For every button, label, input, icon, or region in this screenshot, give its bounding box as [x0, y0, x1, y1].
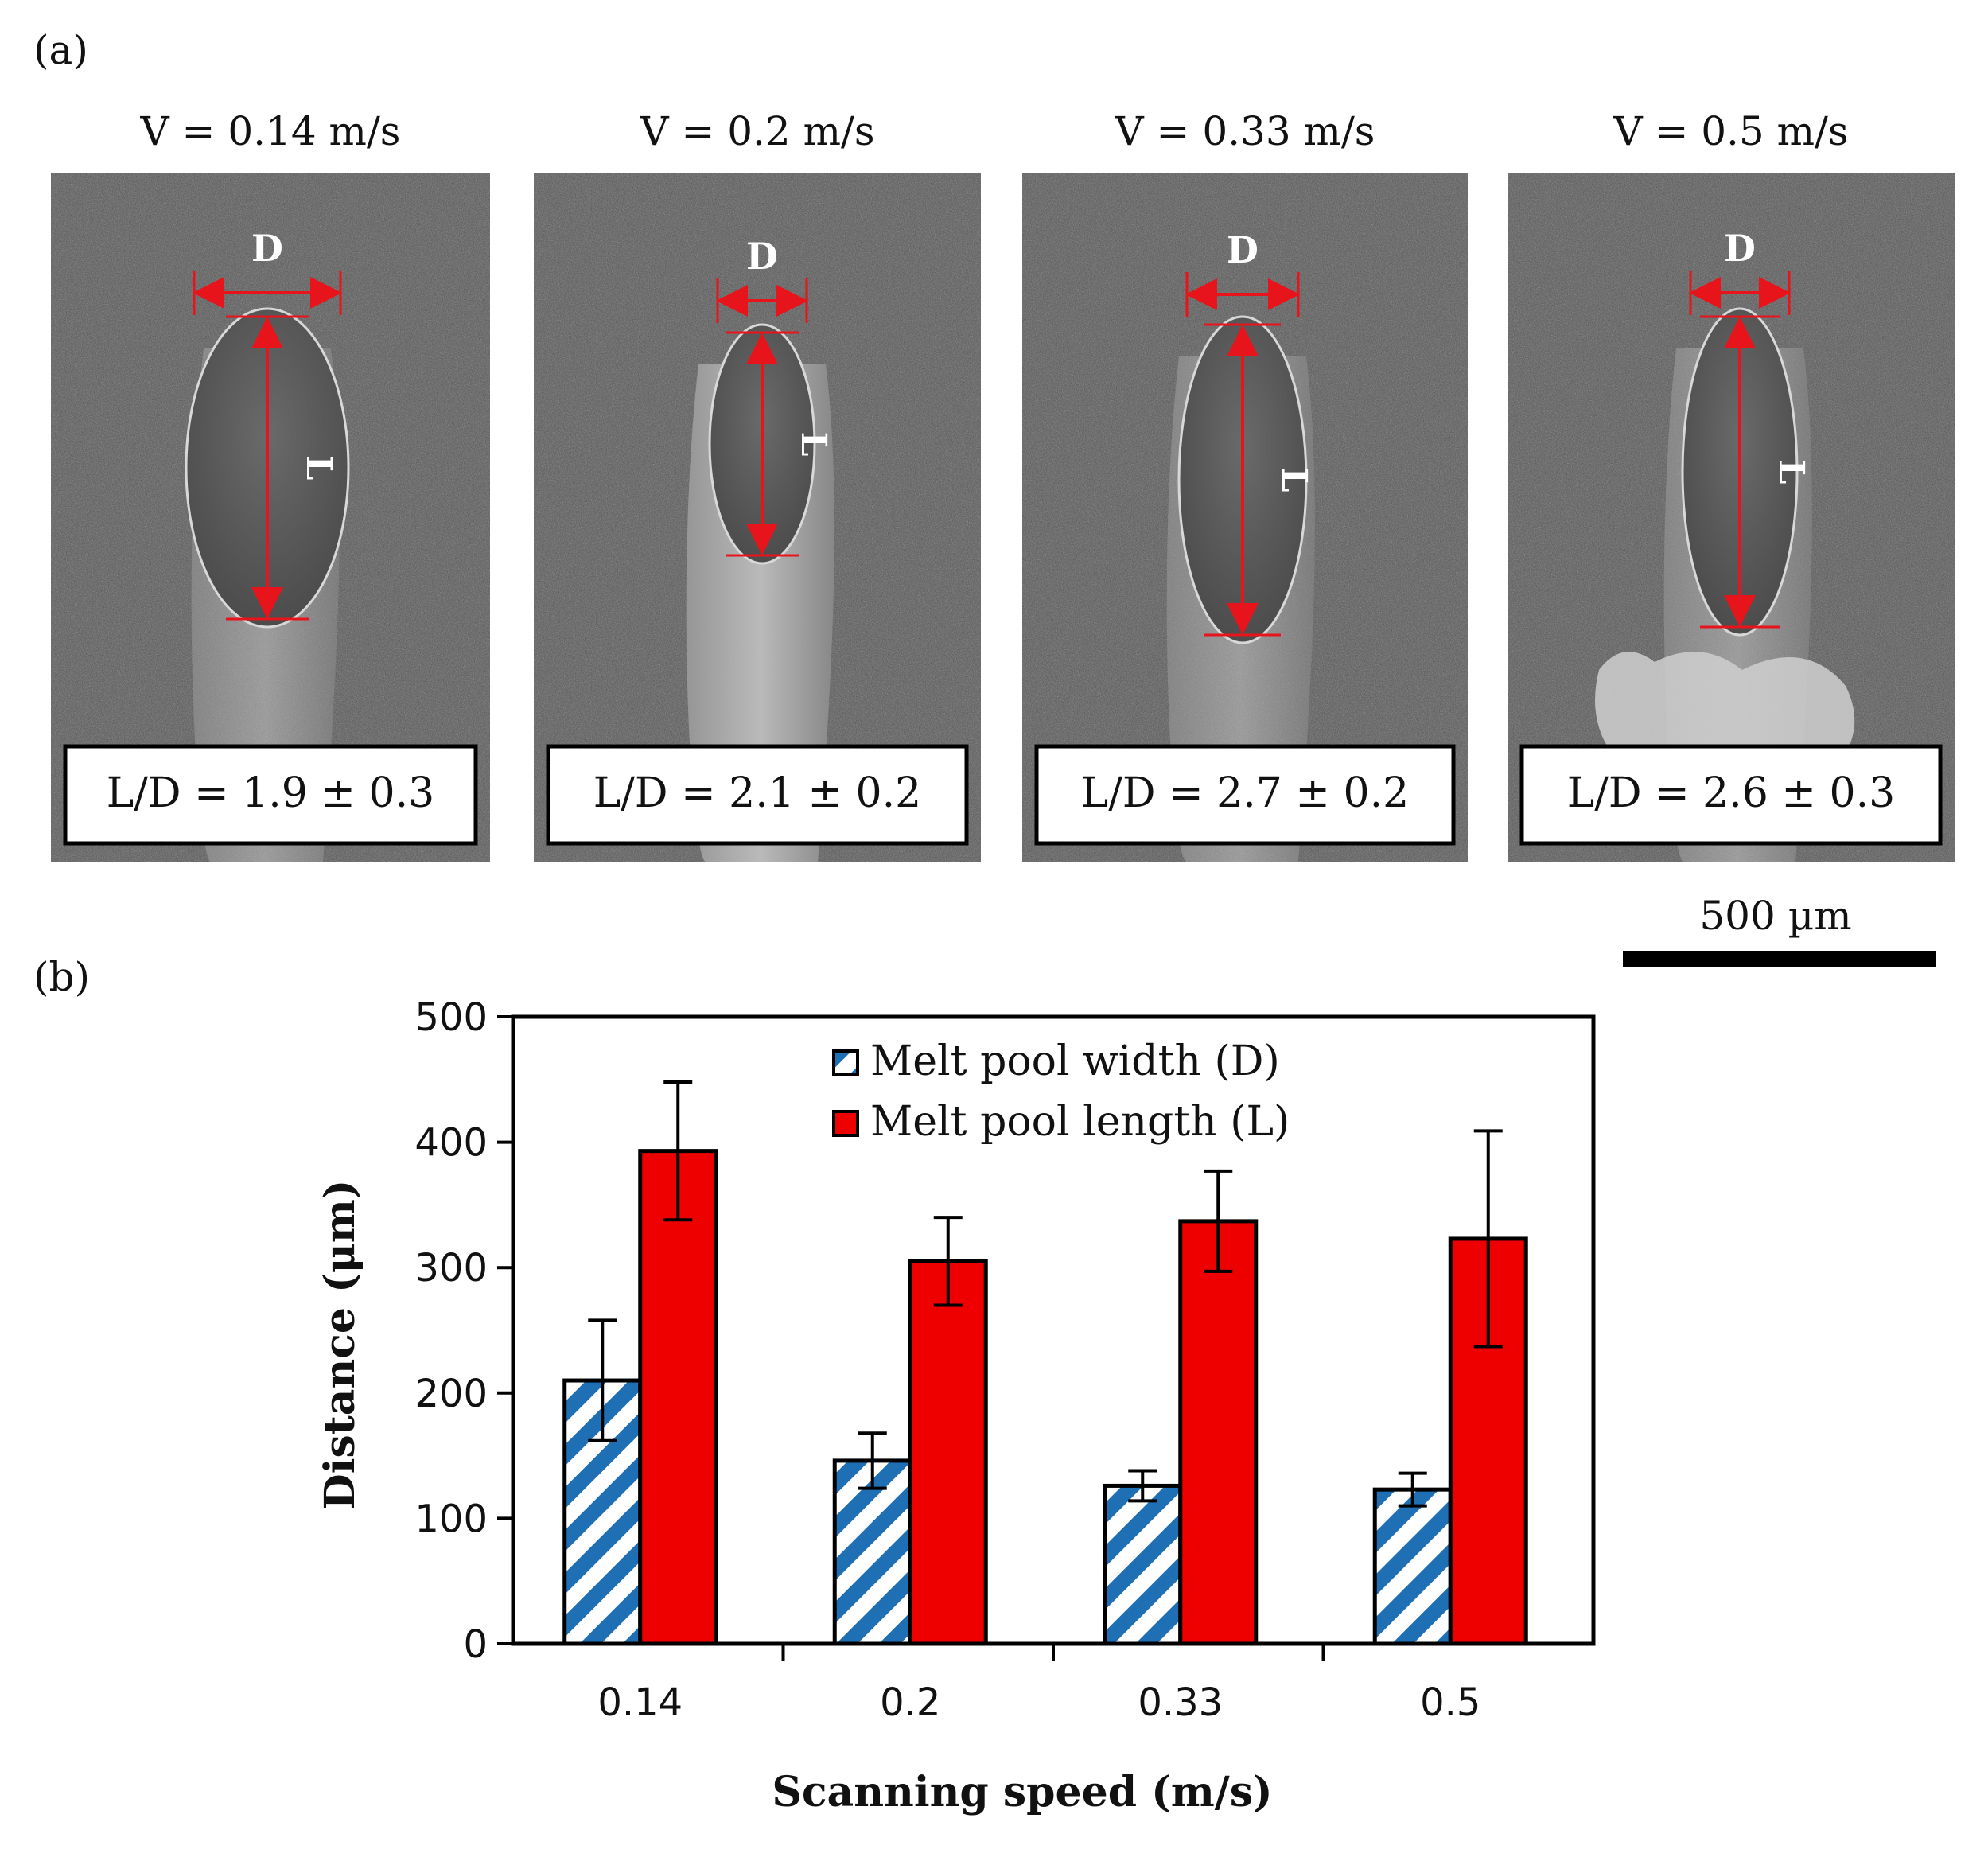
d-label: D [251, 227, 283, 270]
ratio-box [546, 744, 969, 846]
bar-length [638, 1149, 718, 1646]
y-tick-label: 0 [463, 1622, 488, 1667]
speed-label: V = 0.14 m/s [140, 108, 401, 154]
bar-length [908, 1259, 988, 1646]
spatter-region [1595, 652, 1855, 773]
bar-width [832, 1458, 912, 1646]
legend-label: Melt pool width (D) [870, 1038, 1280, 1085]
y-axis-title: Distance (μm) [316, 1180, 364, 1510]
l-label: L [793, 432, 834, 457]
micrograph-panel-v05: V = 0.5 m/s D L L/D = 2.6 ± 0.3 [1508, 108, 1955, 862]
x-tick-label: 0.14 [597, 1680, 683, 1725]
y-tick-label: 200 [414, 1372, 488, 1416]
x-tick-label: 0.5 [1420, 1680, 1480, 1725]
micrograph-panel-v014: V = 0.14 m/s D L L/D = 1.9 ± 0.3 [51, 108, 490, 862]
d-label: D [746, 235, 778, 278]
legend-label: Melt pool length (L) [870, 1098, 1290, 1146]
bar-length [1178, 1219, 1259, 1646]
micrograph-panel-v033: V = 0.33 m/s D L L/D = 2.7 ± 0.2 [1022, 108, 1468, 862]
d-label: D [1724, 227, 1756, 270]
y-tick-label: 100 [414, 1497, 488, 1541]
x-tick-label: 0.33 [1138, 1680, 1223, 1725]
ratio-label: L/D = 2.6 ± 0.3 [1567, 769, 1895, 817]
speed-label: V = 0.33 m/s [1115, 108, 1375, 154]
l-label: L [1771, 460, 1811, 485]
speed-label: V = 0.2 m/s [639, 108, 874, 154]
l-label: L [298, 456, 339, 481]
scale-bar: 500 µm [1623, 893, 1936, 967]
micrograph-panels: V = 0.14 m/s D L L/D = 1.9 ± 0.3 V = 0.2 m/s… [51, 108, 1955, 862]
ratio-label: L/D = 1.9 ± 0.3 [107, 769, 434, 817]
ratio-box [1034, 744, 1456, 846]
l-label: L [1274, 468, 1314, 492]
ratio-box [1519, 744, 1943, 846]
x-tick-label: 0.2 [880, 1680, 940, 1725]
legend: Melt pool width (D) Melt pool length (L) [832, 1038, 1290, 1146]
scale-bar-line [1623, 951, 1936, 967]
bar-width [1372, 1487, 1453, 1646]
legend-swatch-width [832, 1049, 859, 1076]
legend-swatch-length [832, 1110, 859, 1137]
bar-chart: 0 100 200 300 400 500 0.14 0.2 0.33 0.5 Scanning s… [316, 995, 1596, 1816]
scale-bar-label: 500 µm [1699, 893, 1851, 939]
panel-a-label: (a) [33, 27, 88, 73]
y-tick-label: 300 [414, 1246, 488, 1291]
ratio-label: L/D = 2.1 ± 0.2 [593, 769, 921, 817]
y-tick-label: 500 [414, 995, 488, 1040]
ratio-box [63, 744, 478, 846]
panel-b-label: (b) [33, 954, 90, 1000]
ratio-label: L/D = 2.7 ± 0.2 [1081, 769, 1409, 817]
d-label: D [1227, 228, 1259, 271]
speed-label: V = 0.5 m/s [1613, 108, 1848, 154]
x-axis-title: Scanning speed (m/s) [772, 1768, 1272, 1816]
y-tick-label: 400 [414, 1121, 488, 1166]
bar-width [1103, 1483, 1183, 1646]
micrograph-panel-v02: V = 0.2 m/s D L L/D = 2.1 ± 0.2 [534, 108, 981, 862]
